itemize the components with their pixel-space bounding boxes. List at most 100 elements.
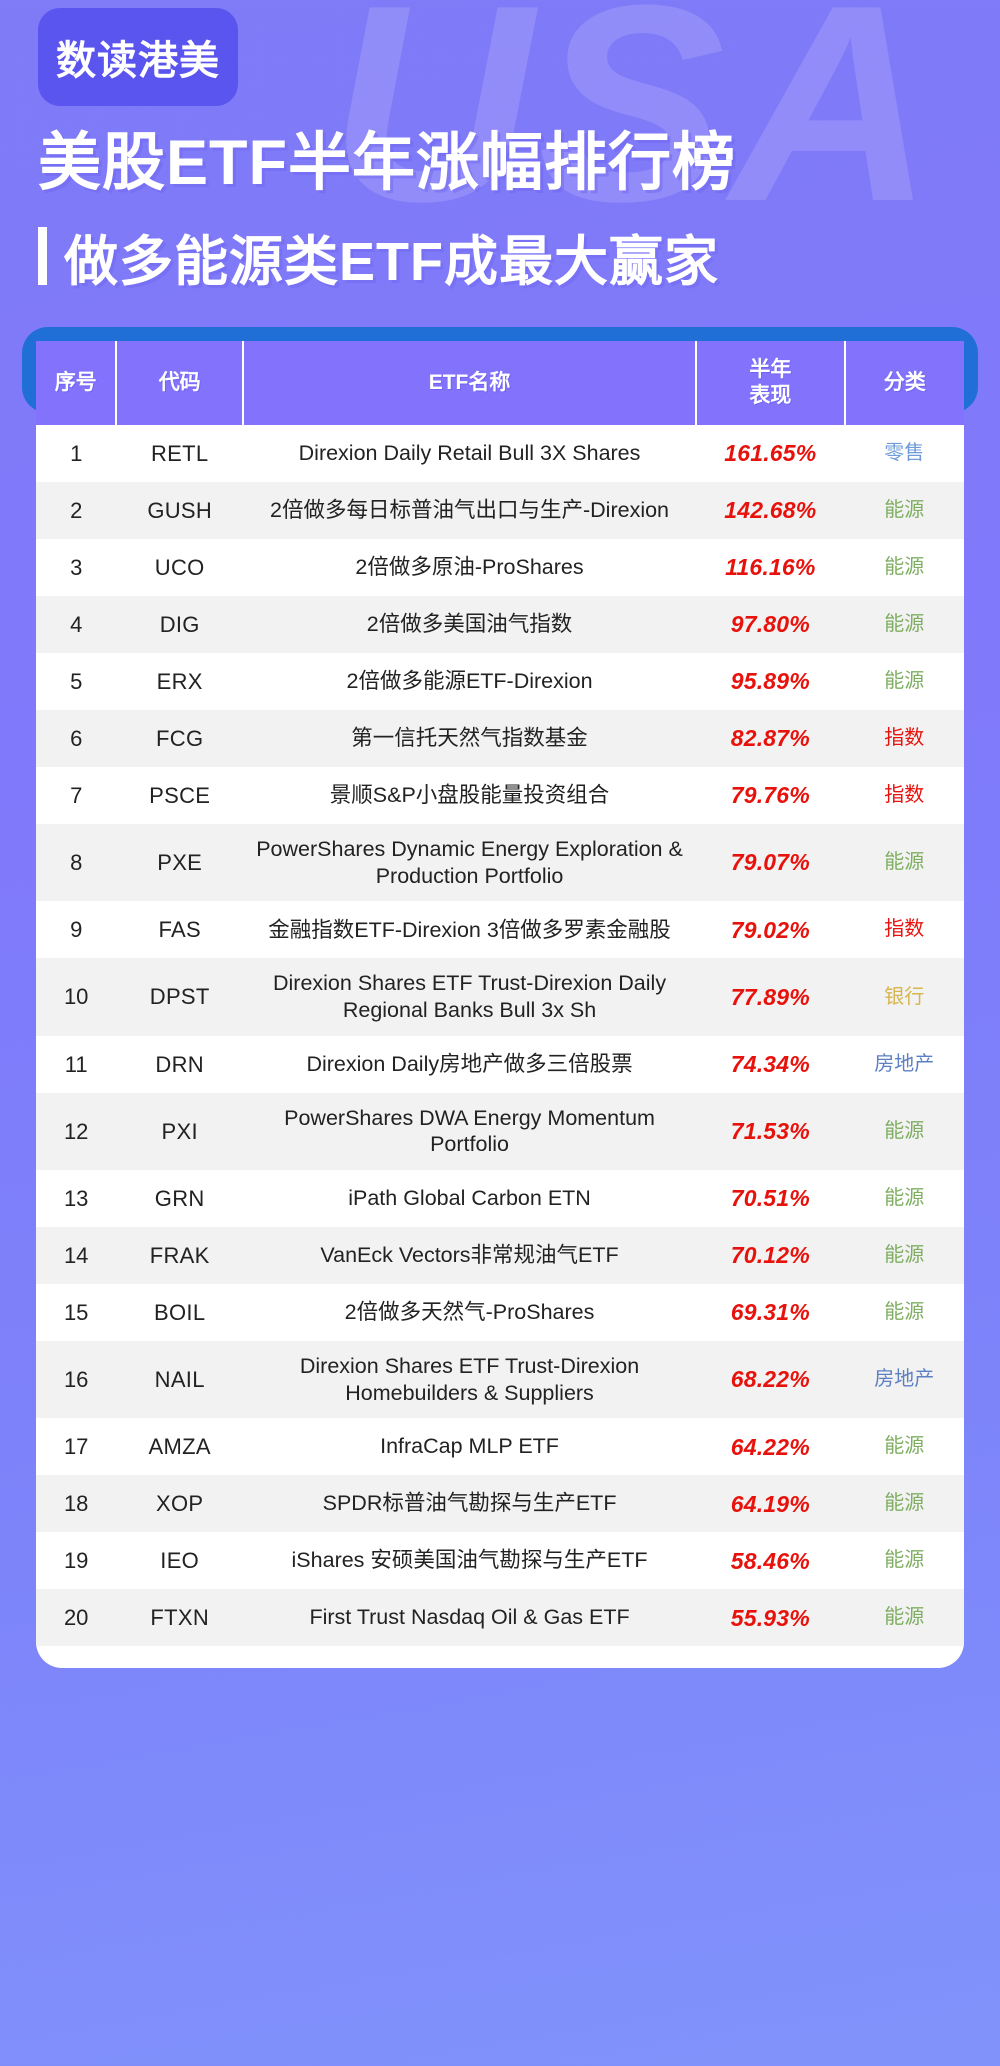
usa-watermark: USA	[330, 0, 940, 260]
cell-etf-name: 2倍做多每日标普油气出口与生产-Direxion	[243, 482, 697, 540]
table-row: 8 PXE PowerShares Dynamic Energy Explorati…	[36, 824, 964, 902]
cell-performance: 70.12%	[696, 1226, 845, 1284]
table-row: 15 BOIL 2倍做多天然气-ProShares 69.31% 能源	[36, 1283, 964, 1341]
vertical-bar-icon	[38, 227, 47, 286]
cell-etf-name: PowerShares DWA Energy Momentum Portfoli…	[243, 1092, 697, 1170]
table-row: 7 PSCE 景顺S&P小盘股能量投资组合 79.76% 指数	[36, 767, 964, 825]
ranking-table-wrapper: 序号 代码 ETF名称 半年 表现 分类 1 RETL Direxion Daily…	[22, 326, 978, 1669]
table-row: 6 FCG 第一信托天然气指数基金 82.87% 指数	[36, 710, 964, 768]
brand-logo-text: 数读港美	[56, 39, 220, 83]
cell-rank: 6	[36, 710, 117, 768]
table-row: 11 DRN Direxion Daily房地产做多三倍股票 74.34% 房地产	[36, 1035, 964, 1093]
table-row: 16 NAIL Direxion Shares ETF Trust-Direxion…	[36, 1340, 964, 1419]
cell-code: PXI	[116, 1092, 244, 1170]
cell-rank: 10	[36, 958, 117, 1036]
table-row: 10 DPST Direxion Shares ETF Trust-Direxion…	[36, 958, 964, 1036]
cell-performance: 55.93%	[696, 1589, 845, 1647]
cell-rank: 14	[36, 1226, 117, 1284]
cell-category: 房地产	[844, 1340, 964, 1419]
cell-code: RETL	[116, 425, 244, 483]
cell-code: DRN	[116, 1035, 244, 1093]
cell-category: 能源	[844, 1169, 964, 1227]
cell-code: FTXN	[116, 1589, 244, 1647]
cell-performance: 77.89%	[696, 958, 845, 1036]
cell-code: DIG	[116, 596, 244, 654]
table-row: 4 DIG 2倍做多美国油气指数 97.80% 能源	[36, 596, 964, 654]
column-header-category: 分类	[844, 340, 964, 426]
cell-code: AMZA	[116, 1418, 244, 1476]
page-subtitle: 做多能源类ETF成最大赢家	[64, 231, 719, 292]
cell-category: 能源	[844, 1589, 964, 1647]
cell-code: GRN	[116, 1169, 244, 1227]
cell-code: PXE	[116, 824, 244, 902]
cell-rank: 5	[36, 653, 117, 711]
cell-rank: 17	[36, 1418, 117, 1476]
cell-code: XOP	[116, 1475, 244, 1533]
table-row: 3 UCO 2倍做多原油-ProShares 116.16% 能源	[36, 539, 964, 597]
cell-performance: 58.46%	[696, 1532, 845, 1590]
cell-code: ERX	[116, 653, 244, 711]
page-title: 美股ETF半年涨幅排行榜	[38, 128, 736, 198]
cell-category: 零售	[844, 425, 964, 483]
cell-rank: 1	[36, 425, 117, 483]
cell-rank: 18	[36, 1475, 117, 1533]
cell-rank: 12	[36, 1092, 117, 1170]
cell-category: 能源	[844, 596, 964, 654]
cell-category: 指数	[844, 901, 964, 959]
cell-etf-name: Direxion Shares ETF Trust-Direxion Daily…	[243, 958, 697, 1036]
poster-header: 数读港美 美股ETF半年涨幅排行榜 做多能源类ETF成最大赢家	[0, 8, 1000, 296]
cell-performance: 97.80%	[696, 596, 845, 654]
cell-performance: 68.22%	[696, 1340, 845, 1419]
cell-etf-name: SPDR标普油气勘探与生产ETF	[243, 1475, 697, 1533]
cell-etf-name: VanEck Vectors非常规油气ETF	[243, 1226, 697, 1284]
table-row: 20 FTXN First Trust Nasdaq Oil & Gas ETF 55…	[36, 1589, 964, 1647]
cell-code: NAIL	[116, 1340, 244, 1419]
table-body: 1 RETL Direxion Daily Retail Bull 3X Share…	[36, 425, 964, 1647]
cell-category: 指数	[844, 767, 964, 825]
cell-performance: 79.02%	[696, 901, 845, 959]
cell-etf-name: Direxion Daily Retail Bull 3X Shares	[243, 425, 697, 483]
table-row: 19 IEO iShares 安硕美国油气勘探与生产ETF 58.46% 能源	[36, 1532, 964, 1590]
cell-performance: 161.65%	[696, 425, 845, 483]
table-header: 序号 代码 ETF名称 半年 表现 分类	[36, 340, 964, 426]
table-row: 9 FAS 金融指数ETF-Direxion 3倍做多罗素金融股 79.02% 指数	[36, 901, 964, 959]
cell-category: 指数	[844, 710, 964, 768]
column-header-performance-line2: 表现	[749, 383, 792, 407]
cell-etf-name: iPath Global Carbon ETN	[243, 1169, 697, 1227]
cell-rank: 7	[36, 767, 117, 825]
cell-code: IEO	[116, 1532, 244, 1590]
cell-etf-name: iShares 安硕美国油气勘探与生产ETF	[243, 1532, 697, 1590]
cell-etf-name: Direxion Shares ETF Trust-Direxion Homeb…	[243, 1340, 697, 1419]
cell-rank: 3	[36, 539, 117, 597]
column-header-rank: 序号	[36, 340, 118, 426]
cell-etf-name: 2倍做多原油-ProShares	[243, 539, 697, 597]
table-row: 12 PXI PowerShares DWA Energy Momentum Por…	[36, 1092, 964, 1170]
cell-rank: 15	[36, 1283, 117, 1341]
cell-rank: 2	[36, 482, 117, 540]
cell-code: FAS	[116, 901, 244, 959]
column-header-performance-line1: 半年	[749, 357, 792, 381]
cell-category: 能源	[844, 1418, 964, 1476]
cell-performance: 64.19%	[696, 1475, 845, 1533]
cell-code: FRAK	[116, 1226, 244, 1284]
etf-ranking-table: 序号 代码 ETF名称 半年 表现 分类 1 RETL Direxion Daily…	[36, 340, 964, 1647]
cell-category: 能源	[844, 482, 964, 540]
cell-performance: 74.34%	[696, 1035, 845, 1093]
cell-performance: 116.16%	[696, 539, 845, 597]
cell-performance: 79.07%	[696, 824, 845, 902]
cell-category: 房地产	[844, 1035, 964, 1093]
cell-performance: 95.89%	[696, 653, 845, 711]
cell-rank: 20	[36, 1589, 117, 1647]
cell-category: 银行	[844, 958, 964, 1036]
cell-etf-name: InfraCap MLP ETF	[243, 1418, 697, 1476]
cell-category: 能源	[844, 539, 964, 597]
page-subtitle-row: 做多能源类ETF成最大赢家	[38, 217, 1000, 296]
cell-performance: 71.53%	[696, 1092, 845, 1170]
cell-etf-name: 第一信托天然气指数基金	[243, 710, 697, 768]
table-header-row: 序号 代码 ETF名称 半年 表现 分类	[36, 340, 964, 426]
cell-rank: 4	[36, 596, 117, 654]
cell-etf-name: 2倍做多天然气-ProShares	[243, 1283, 697, 1341]
brand-logo-badge: 数读港美	[38, 8, 238, 106]
table-row: 18 XOP SPDR标普油气勘探与生产ETF 64.19% 能源	[36, 1475, 964, 1533]
table-row: 2 GUSH 2倍做多每日标普油气出口与生产-Direxion 142.68% 能源	[36, 482, 964, 540]
